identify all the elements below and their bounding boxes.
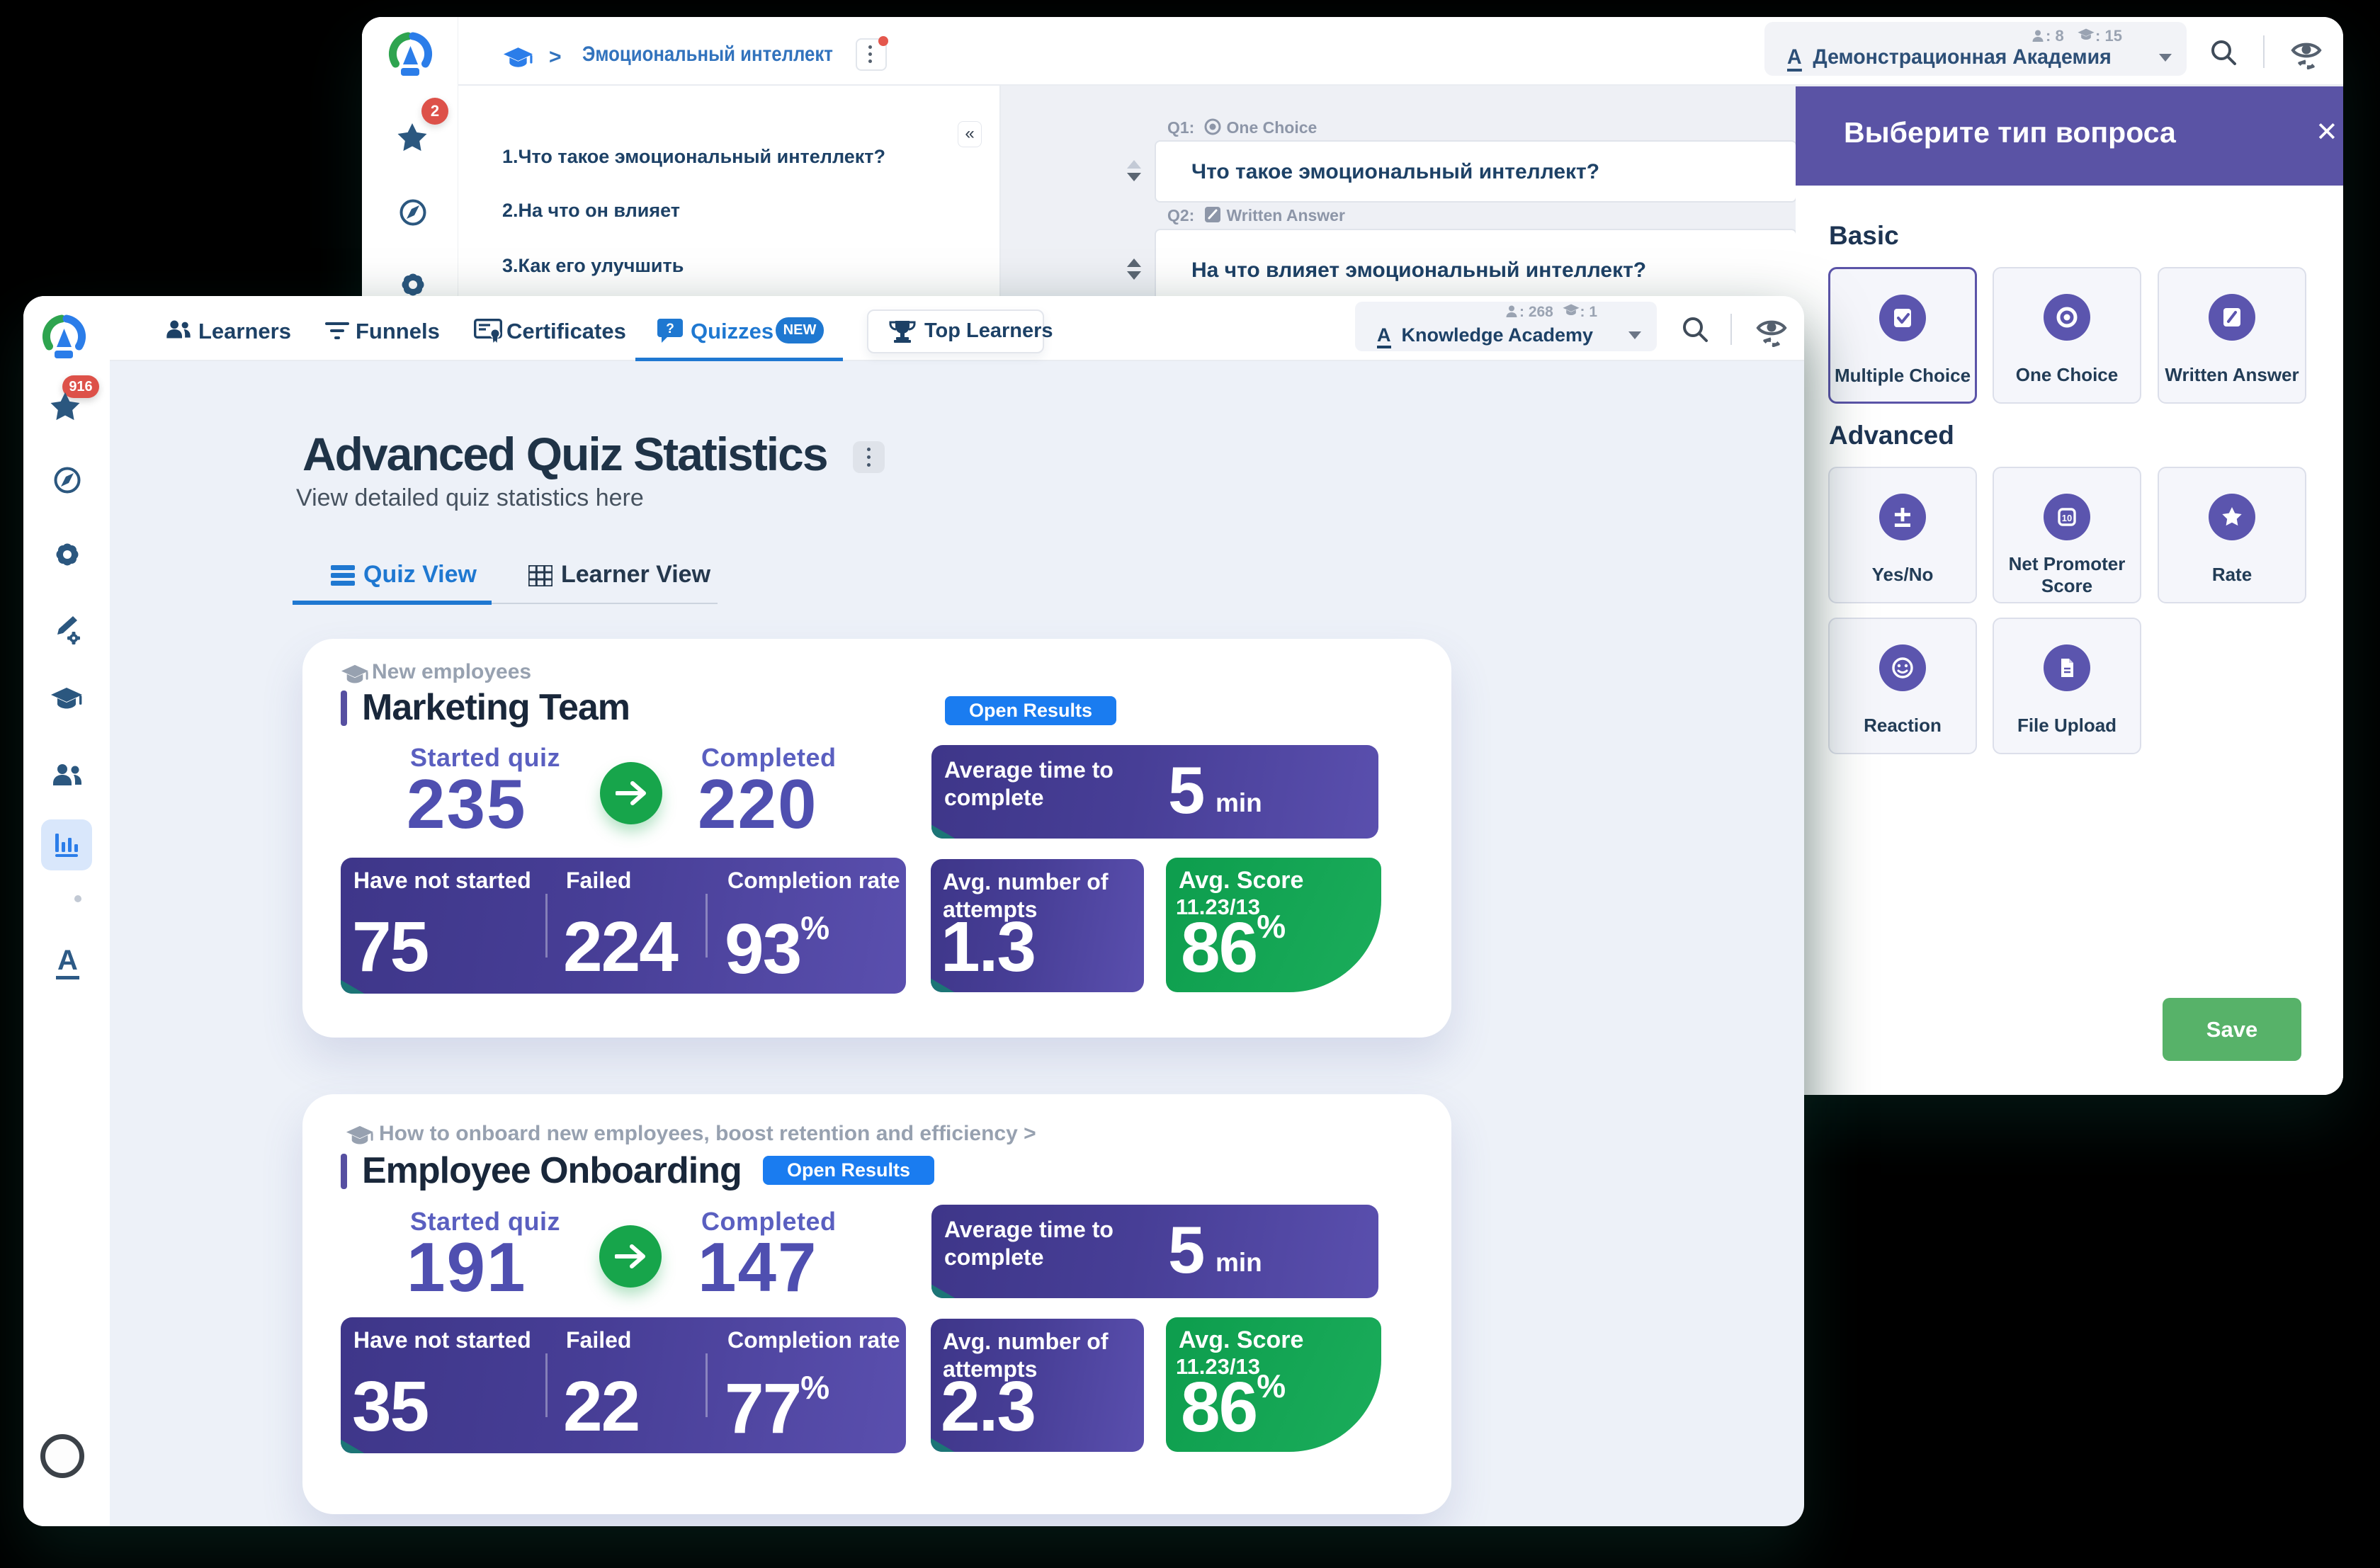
svg-text:?: ?: [666, 322, 674, 336]
svg-text:10: 10: [2062, 513, 2072, 523]
